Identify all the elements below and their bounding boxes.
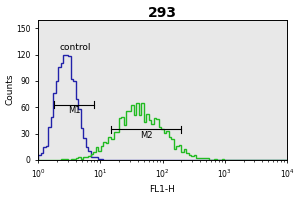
Title: 293: 293 [148,6,177,20]
Y-axis label: Counts: Counts [6,74,15,105]
Text: M1: M1 [68,106,80,115]
Text: control: control [59,43,91,52]
Text: M2: M2 [140,131,153,140]
X-axis label: FL1-H: FL1-H [150,185,175,194]
